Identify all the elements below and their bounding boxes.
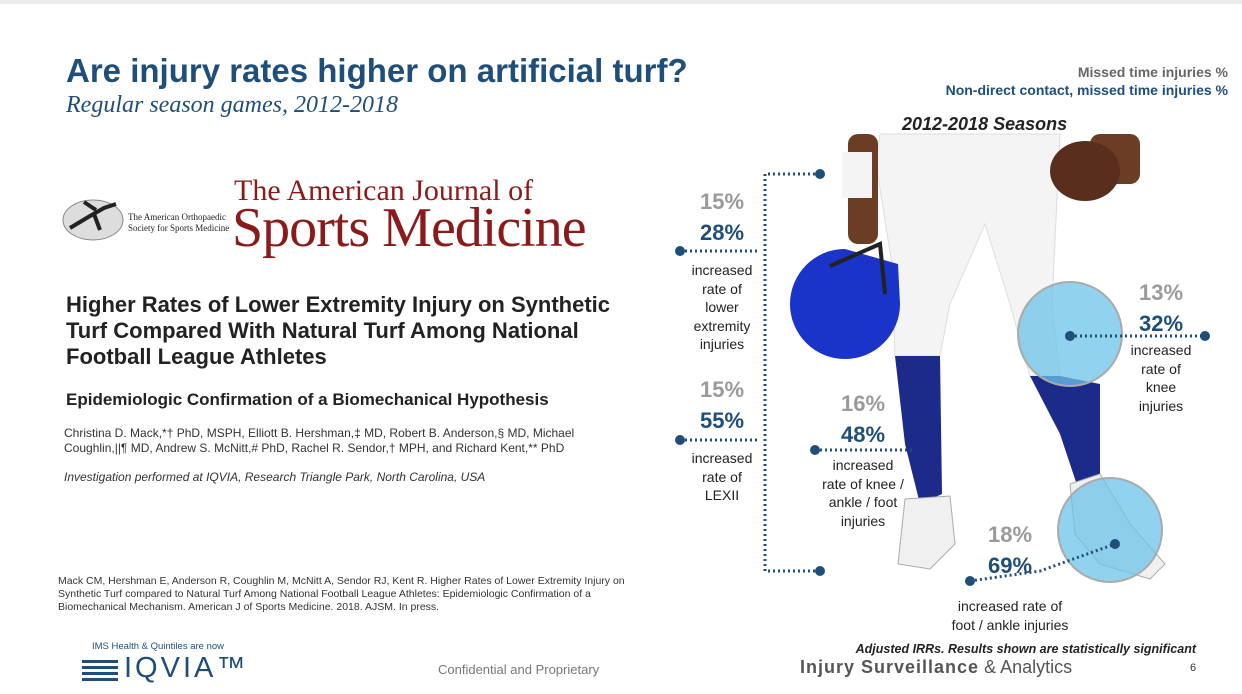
non-direct-pct: 69% (987, 553, 1033, 578)
callout-label: increased (691, 450, 753, 466)
journal-name: Sports Medicine (232, 197, 587, 259)
non-direct-pct: 55% (699, 408, 745, 433)
logo-runner (68, 200, 117, 231)
callout-label: LEXII (704, 487, 740, 503)
connector-lines (680, 172, 1205, 583)
legend-entry: Non-direct contact, missed time injuries… (945, 82, 1228, 98)
missed-time-pct: 18% (987, 522, 1033, 547)
callout-label: lower (705, 299, 739, 315)
callout-label: rate of (702, 280, 742, 297)
footnote: Adjusted IRRs. Results shown are statist… (855, 642, 1196, 656)
callout-label: injuries (1138, 397, 1184, 414)
non-direct-pct: 28% (699, 220, 745, 245)
callout-label: rate of (1141, 360, 1181, 377)
journal-name: The American Journal of (234, 174, 534, 207)
callout-label: ankle / foot (828, 494, 898, 510)
slide: Are injury rates higher on artificial tu… (0, 4, 1242, 694)
callout-label: rate of (702, 468, 742, 485)
program-name: Injury Surveillance & Analytics (800, 657, 1072, 678)
missed-time-pct: 13% (1138, 280, 1184, 305)
iqvia-logo-lines (82, 660, 118, 681)
callout-label: increased rate of (957, 598, 1063, 614)
callout-label: injuries (840, 512, 886, 529)
player-illustration (790, 133, 1166, 580)
article-authors: Christina D. Mack,*† PhD, MSPH, Elliott … (64, 426, 575, 455)
article-institution: Investigation performed at IQVIA, Resear… (64, 470, 486, 484)
article-subtitle: Epidemiologic Confirmation of a Biomecha… (66, 390, 549, 409)
callout-label: injuries (699, 336, 745, 352)
callout-label: rate of knee / (822, 475, 904, 492)
article-title: Higher Rates of Lower Extremity Injury o… (66, 292, 610, 369)
foot-highlight (1057, 477, 1163, 583)
callout-label: increased (1130, 342, 1192, 358)
citation: Mack CM, Hershman E, Anderson R, Coughli… (58, 575, 625, 613)
callout-label: foot / ankle injuries (951, 616, 1069, 633)
figure-title: 2012-2018 Seasons (902, 114, 1068, 134)
slide-subtitle: Regular season games, 2012-2018 (66, 92, 398, 118)
callout-label: increased (832, 457, 894, 473)
legend-entry: Missed time injuries % (1077, 64, 1228, 80)
society-name: The American Orthopaedic Society for Spo… (128, 212, 230, 233)
slide-title: Are injury rates higher on artificial tu… (66, 52, 688, 89)
figure-graphics (62, 133, 1210, 681)
missed-time-pct: 15% (699, 189, 745, 214)
callout-label: knee (1145, 379, 1177, 395)
non-direct-pct: 32% (1138, 311, 1184, 336)
callout-label: extremity (693, 317, 751, 334)
confidential: Confidential and Proprietary (438, 662, 600, 677)
non-direct-pct: 48% (840, 422, 886, 447)
company-logo: IQVIA™ (124, 652, 249, 684)
footer-note: IMS Health & Quintiles are now (92, 641, 225, 652)
callout-label: increased (691, 262, 753, 278)
missed-time-pct: 16% (840, 391, 886, 416)
page-number: 6 (1190, 662, 1197, 674)
program-name-bold: Injury Surveillance (800, 657, 980, 677)
connector-dots (675, 169, 1210, 586)
missed-time-pct: 15% (699, 377, 745, 402)
logo-circle (62, 199, 124, 241)
program-name-rest: & Analytics (984, 657, 1073, 677)
